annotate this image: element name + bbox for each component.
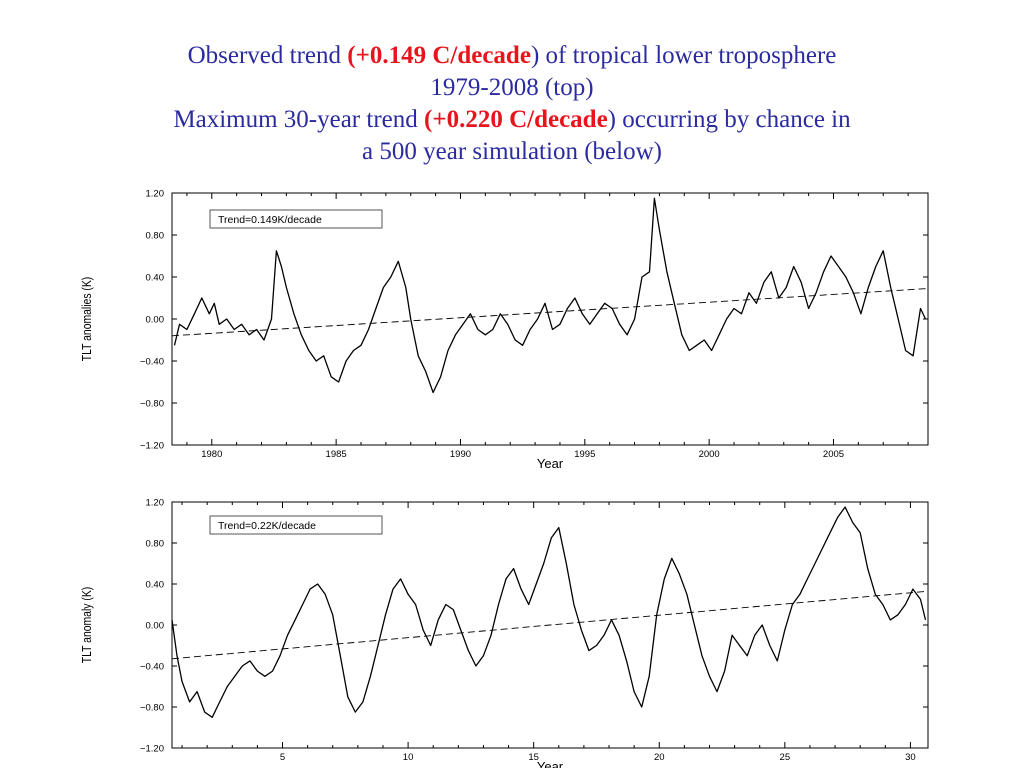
- bottom-ytick-label: −0.40: [140, 662, 164, 673]
- top-ytick-label: −0.80: [140, 399, 164, 410]
- top-legend-label: Trend=0.149K/decade: [218, 214, 322, 226]
- top-xtick-label: 2005: [823, 449, 844, 460]
- bottom-xaxis-label: Year: [537, 759, 564, 768]
- top-xtick-label: 1980: [201, 449, 222, 460]
- top-xtick-label: 1995: [574, 449, 595, 460]
- title-line-2: 1979-2008 (top): [430, 74, 594, 101]
- top-xtick-label: 1990: [450, 449, 471, 460]
- top-ytick-label: 0.00: [146, 315, 165, 326]
- bottom-ytick-label: −0.80: [140, 703, 164, 714]
- title-line-1: Observed trend (+0.149 C/decade) of trop…: [0, 40, 1024, 72]
- top-xtick-label: 1985: [326, 449, 347, 460]
- title-text: ) of tropical lower troposphere: [530, 42, 837, 69]
- top-xtick-label: 2000: [699, 449, 720, 460]
- title-text: ) occurring by chance in: [607, 106, 851, 133]
- top-ytick-label: 0.40: [146, 273, 165, 284]
- top-ytick-label: 1.20: [146, 189, 165, 200]
- top-ytick-label: −0.40: [140, 357, 164, 368]
- title-line-3: Maximum 30-year trend (+0.220 C/decade) …: [0, 104, 1024, 136]
- title-text: Maximum 30-year trend: [173, 106, 424, 133]
- bottom-xtick-label: 25: [780, 752, 791, 763]
- top-trend-line: [171, 288, 929, 337]
- top-yaxis-label: TLT anomalies (K): [80, 277, 94, 362]
- bottom-xtick-label: 20: [654, 752, 665, 763]
- bottom-trend-line: [171, 590, 929, 660]
- bottom-ytick-label: 1.20: [146, 498, 165, 509]
- bottom-ytick-label: 0.80: [146, 539, 165, 550]
- title-line-4: a 500 year simulation (below): [362, 138, 662, 165]
- max-trend-value: (+0.220 C/decade: [424, 106, 608, 133]
- bottom-xtick-label: 5: [280, 752, 285, 763]
- slide-title: Observed trend (+0.149 C/decade) of trop…: [0, 40, 1024, 168]
- observed-trend-value: (+0.149 C/decade: [347, 42, 531, 69]
- bottom-ytick-label: −1.20: [140, 744, 164, 755]
- bottom-xtick-label: 10: [403, 752, 414, 763]
- bottom-anomaly-series: [171, 506, 927, 718]
- bottom-legend-box: [209, 515, 383, 535]
- bottom-xtick-label: 15: [528, 752, 539, 763]
- bottom-legend-label: Trend=0.22K/decade: [218, 520, 316, 532]
- top-ytick-label: −1.20: [140, 441, 164, 452]
- top-anomaly-series: [173, 197, 927, 394]
- title-text: Observed trend: [187, 42, 348, 69]
- top-ytick-label: 0.80: [146, 231, 165, 242]
- bottom-ytick-label: 0.00: [146, 621, 165, 632]
- bottom-yaxis-label: TLT anomaly (K): [80, 587, 94, 664]
- bottom-xtick-label: 30: [905, 752, 916, 763]
- bottom-ytick-label: 0.40: [146, 580, 165, 591]
- top-legend-box: [209, 209, 383, 229]
- top-xaxis-label: Year: [537, 456, 564, 471]
